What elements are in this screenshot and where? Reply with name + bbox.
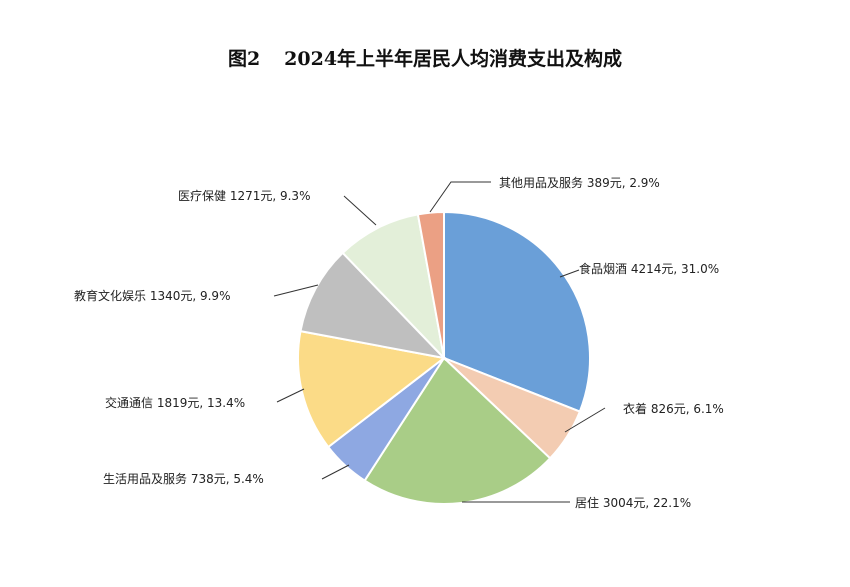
chart-title: 图2 2024年上半年居民人均消费支出及构成 bbox=[0, 44, 850, 71]
chart-title-text: 2024年上半年居民人均消费支出及构成 bbox=[284, 48, 623, 70]
slice-label: 生活用品及服务 738元, 5.4% bbox=[103, 471, 264, 486]
slice-label: 其他用品及服务 389元, 2.9% bbox=[499, 175, 660, 190]
pie-slice bbox=[363, 356, 552, 505]
leader-line bbox=[564, 407, 606, 433]
pie-slice bbox=[416, 210, 445, 359]
leader-line bbox=[559, 269, 580, 278]
pie-slice bbox=[341, 213, 446, 362]
slice-label: 交通通信 1819元, 13.4% bbox=[105, 395, 245, 410]
leader-line bbox=[343, 195, 377, 226]
pie-slice bbox=[299, 251, 447, 360]
pie-slice bbox=[443, 210, 591, 413]
slice-label: 衣着 826元, 6.1% bbox=[623, 401, 724, 416]
slice-label: 食品烟酒 4214元, 31.0% bbox=[579, 261, 719, 276]
leader-line bbox=[273, 284, 319, 297]
pie-slice bbox=[297, 329, 447, 449]
leader-line bbox=[429, 181, 491, 213]
slice-label: 教育文化娱乐 1340元, 9.9% bbox=[74, 288, 230, 303]
slice-label: 居住 3004元, 22.1% bbox=[575, 496, 691, 510]
leader-line bbox=[276, 388, 305, 403]
slice-label: 医疗保健 1271元, 9.3% bbox=[178, 189, 310, 203]
figure-number: 图2 bbox=[227, 48, 261, 70]
leader-line bbox=[321, 464, 350, 480]
